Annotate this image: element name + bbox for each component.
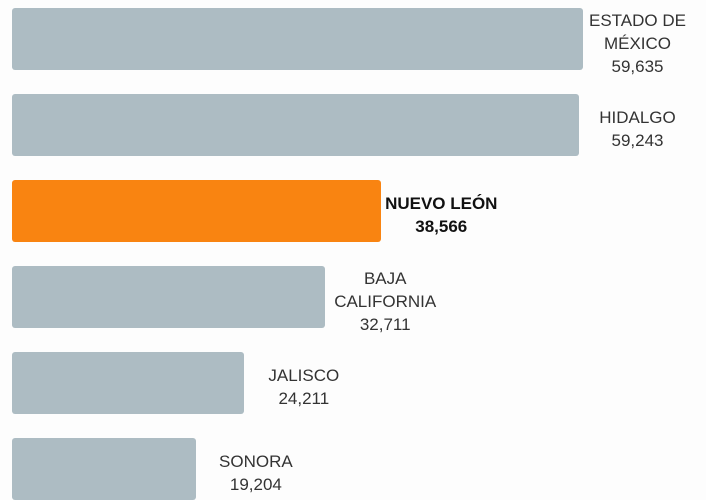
- category-label: HIDALGO: [599, 108, 676, 127]
- bar: [12, 438, 196, 500]
- bar-label: JALISCO 24,211: [236, 364, 371, 410]
- category-label: SONORA: [219, 452, 293, 471]
- value-label: 38,566: [415, 217, 468, 236]
- value-label: 59,243: [611, 131, 664, 150]
- bar-label: BAJA CALIFORNIA 32,711: [318, 267, 453, 336]
- bar-label: SONORA 19,204: [188, 450, 323, 496]
- value-label: 59,635: [611, 56, 664, 76]
- bar-label: NUEVO LEÓN 38,566: [374, 192, 509, 238]
- value-label: 19,204: [229, 475, 282, 494]
- bar: [12, 352, 244, 414]
- bar: [12, 94, 580, 156]
- bar-label: HIDALGO 59,243: [570, 106, 705, 152]
- bar: [12, 8, 583, 70]
- bar-label: ESTADO DE MÉXICO 59,635: [570, 9, 705, 78]
- category-label: JALISCO: [268, 366, 340, 385]
- bar: [12, 180, 382, 242]
- value-label: 32,711: [359, 314, 411, 334]
- category-label: ESTADO DE MÉXICO: [589, 10, 686, 53]
- category-label: BAJA CALIFORNIA: [334, 268, 437, 311]
- bar: [12, 266, 326, 328]
- value-label: 24,211: [278, 389, 330, 408]
- category-label: NUEVO LEÓN: [385, 194, 498, 213]
